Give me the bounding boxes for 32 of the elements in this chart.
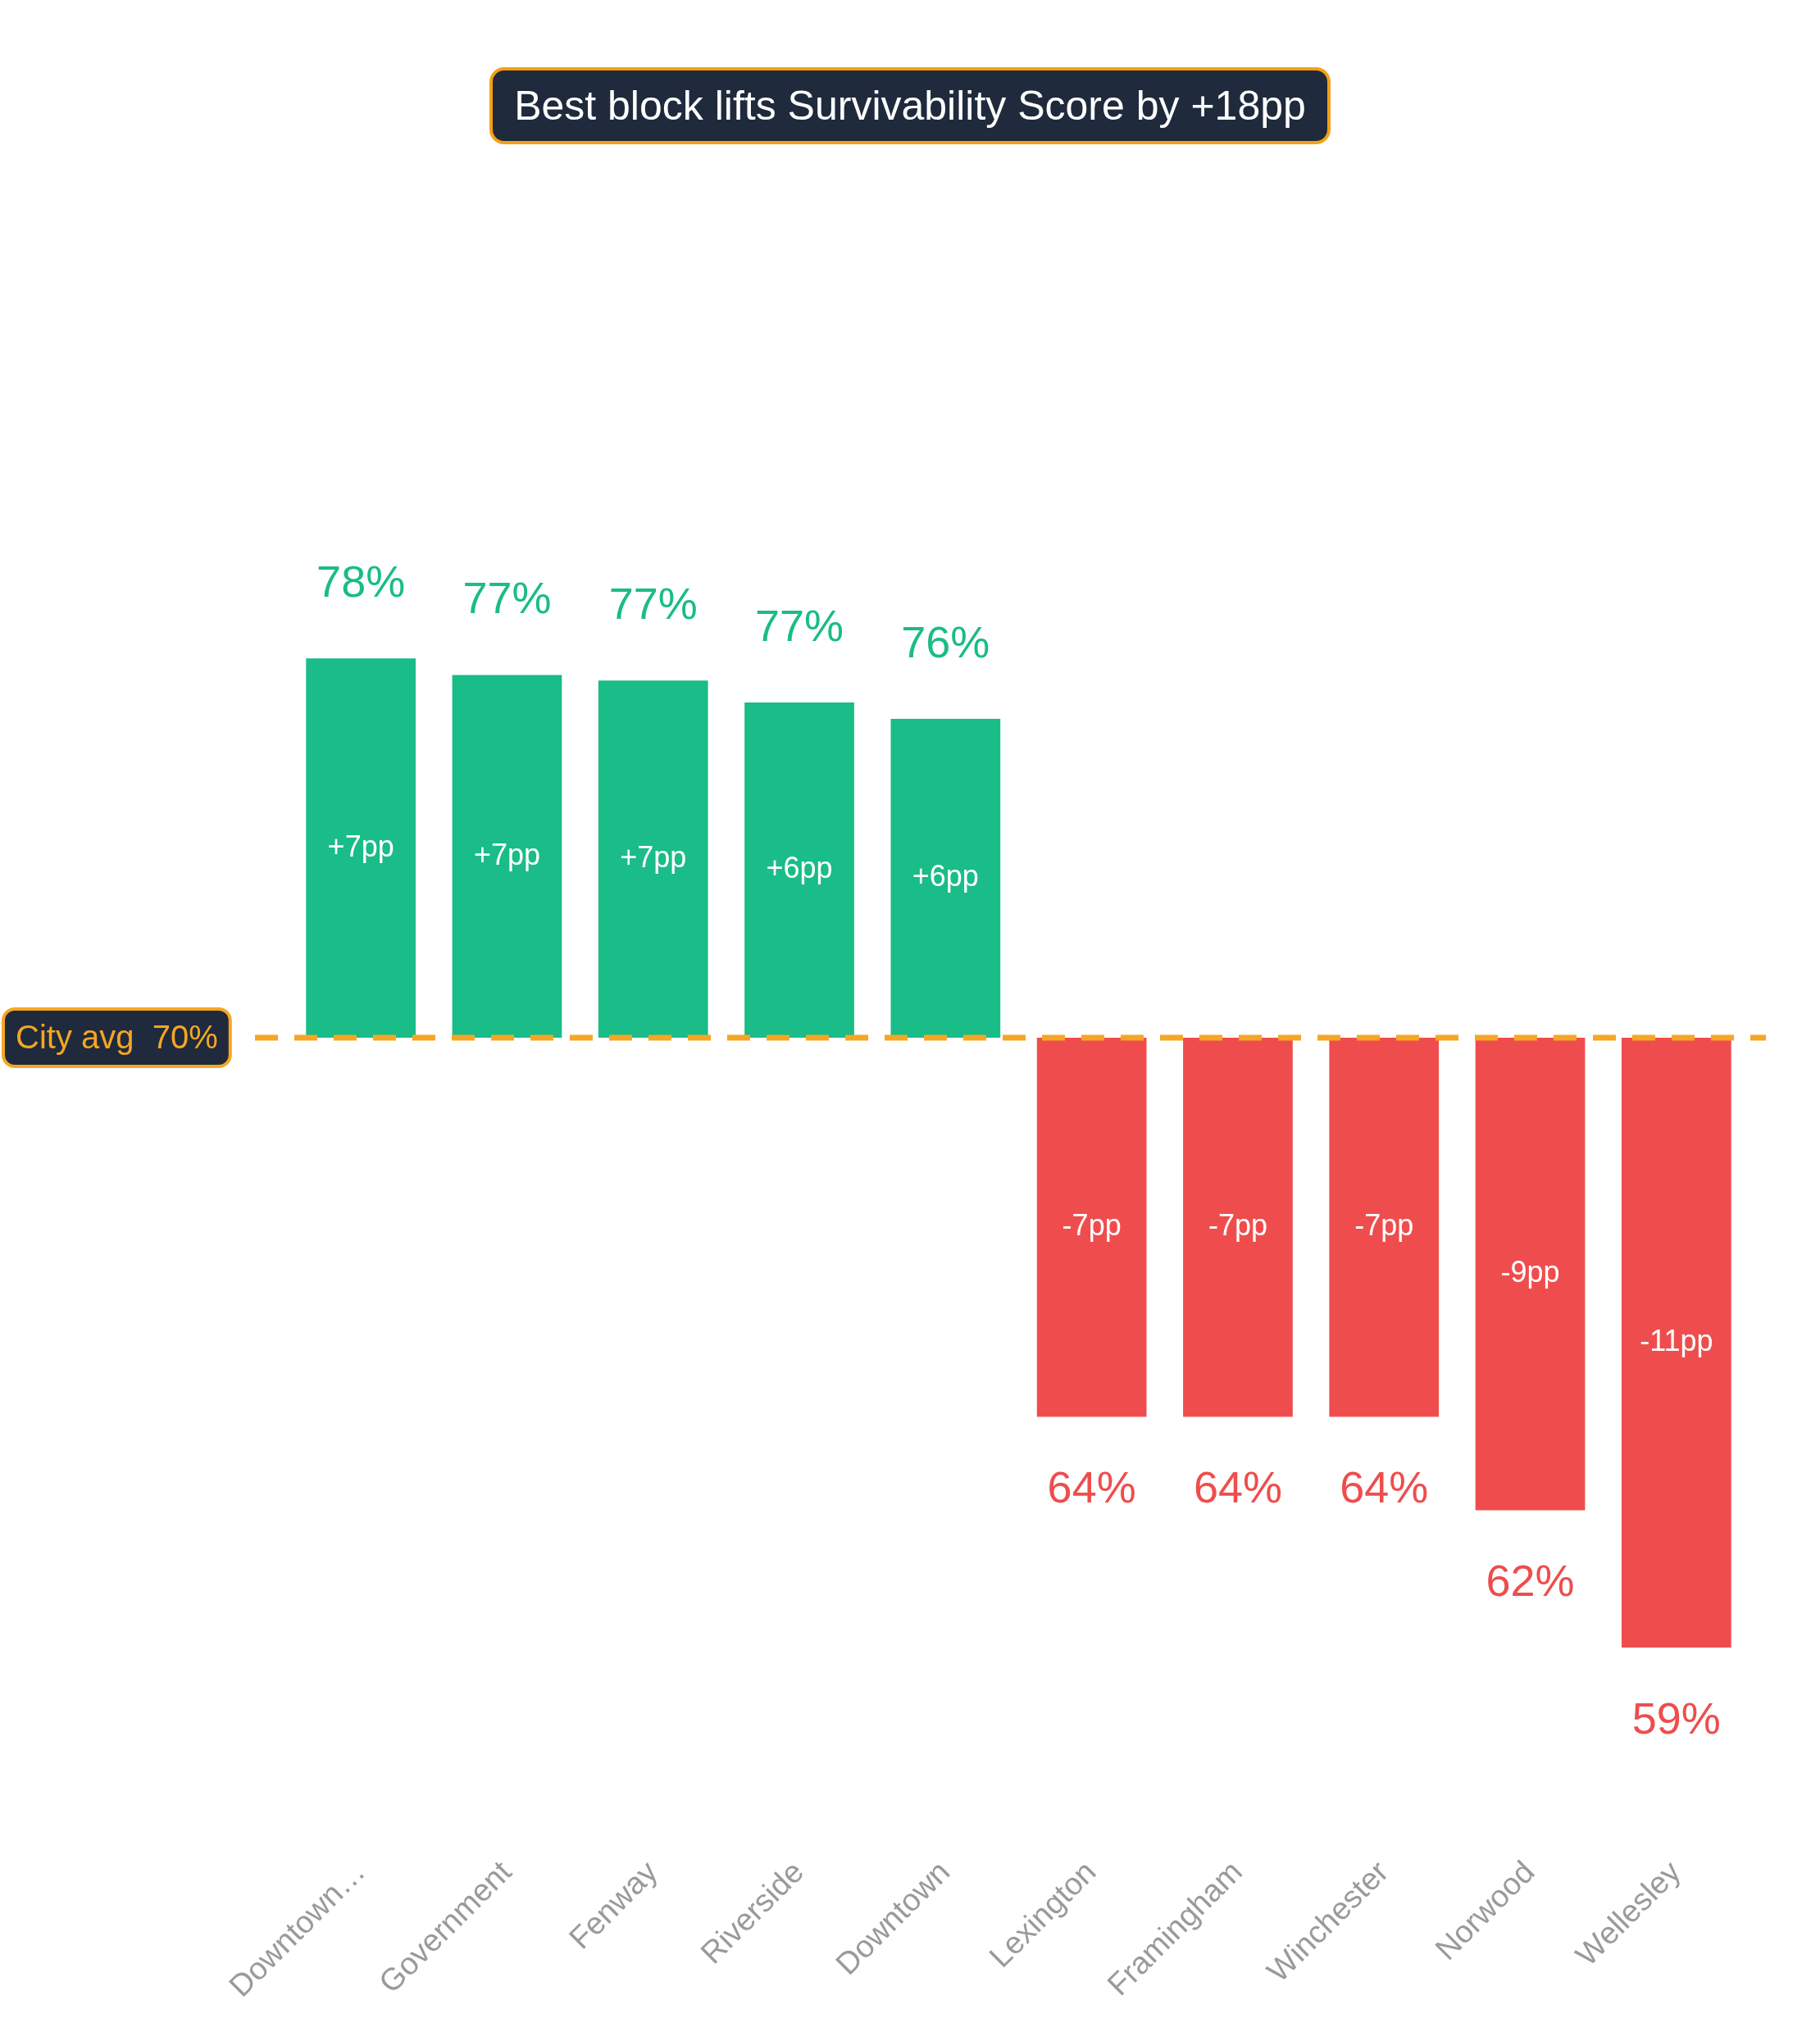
data-label: +7pp	[620, 839, 687, 874]
annotation: 64%	[1193, 1462, 1282, 1512]
bar	[452, 675, 562, 1038]
data-label: +6pp	[766, 851, 833, 885]
annotation: 62%	[1486, 1556, 1575, 1606]
data-label: +7pp	[327, 829, 394, 863]
bar	[1621, 1037, 1731, 1648]
data-label: +6pp	[912, 859, 979, 893]
ref-line-label: City avg 70%	[16, 1018, 218, 1055]
data-label: +7pp	[473, 837, 540, 871]
bar	[1329, 1037, 1440, 1417]
bar	[1036, 1037, 1147, 1417]
chart-title: Best block lifts Survivability Score by +18pp	[489, 67, 1331, 144]
data-label: -7pp	[1208, 1208, 1267, 1243]
annotation: 77%	[755, 600, 844, 650]
annotation: 59%	[1631, 1693, 1721, 1743]
bar	[598, 680, 708, 1038]
annotation: 77%	[608, 579, 698, 629]
bar	[744, 702, 854, 1038]
annotation: 78%	[316, 557, 406, 607]
bar	[890, 719, 1001, 1038]
bar	[1183, 1037, 1293, 1417]
bar	[1475, 1037, 1586, 1511]
data-label: -7pp	[1062, 1208, 1122, 1243]
data-label: -11pp	[1640, 1323, 1713, 1357]
data-label: -9pp	[1500, 1255, 1560, 1289]
annotation: 64%	[1047, 1462, 1136, 1512]
annotation: 76%	[901, 617, 990, 666]
data-label: -7pp	[1354, 1208, 1414, 1243]
annotation: 64%	[1340, 1462, 1429, 1512]
annotation: 77%	[462, 573, 552, 623]
bar	[306, 658, 416, 1038]
